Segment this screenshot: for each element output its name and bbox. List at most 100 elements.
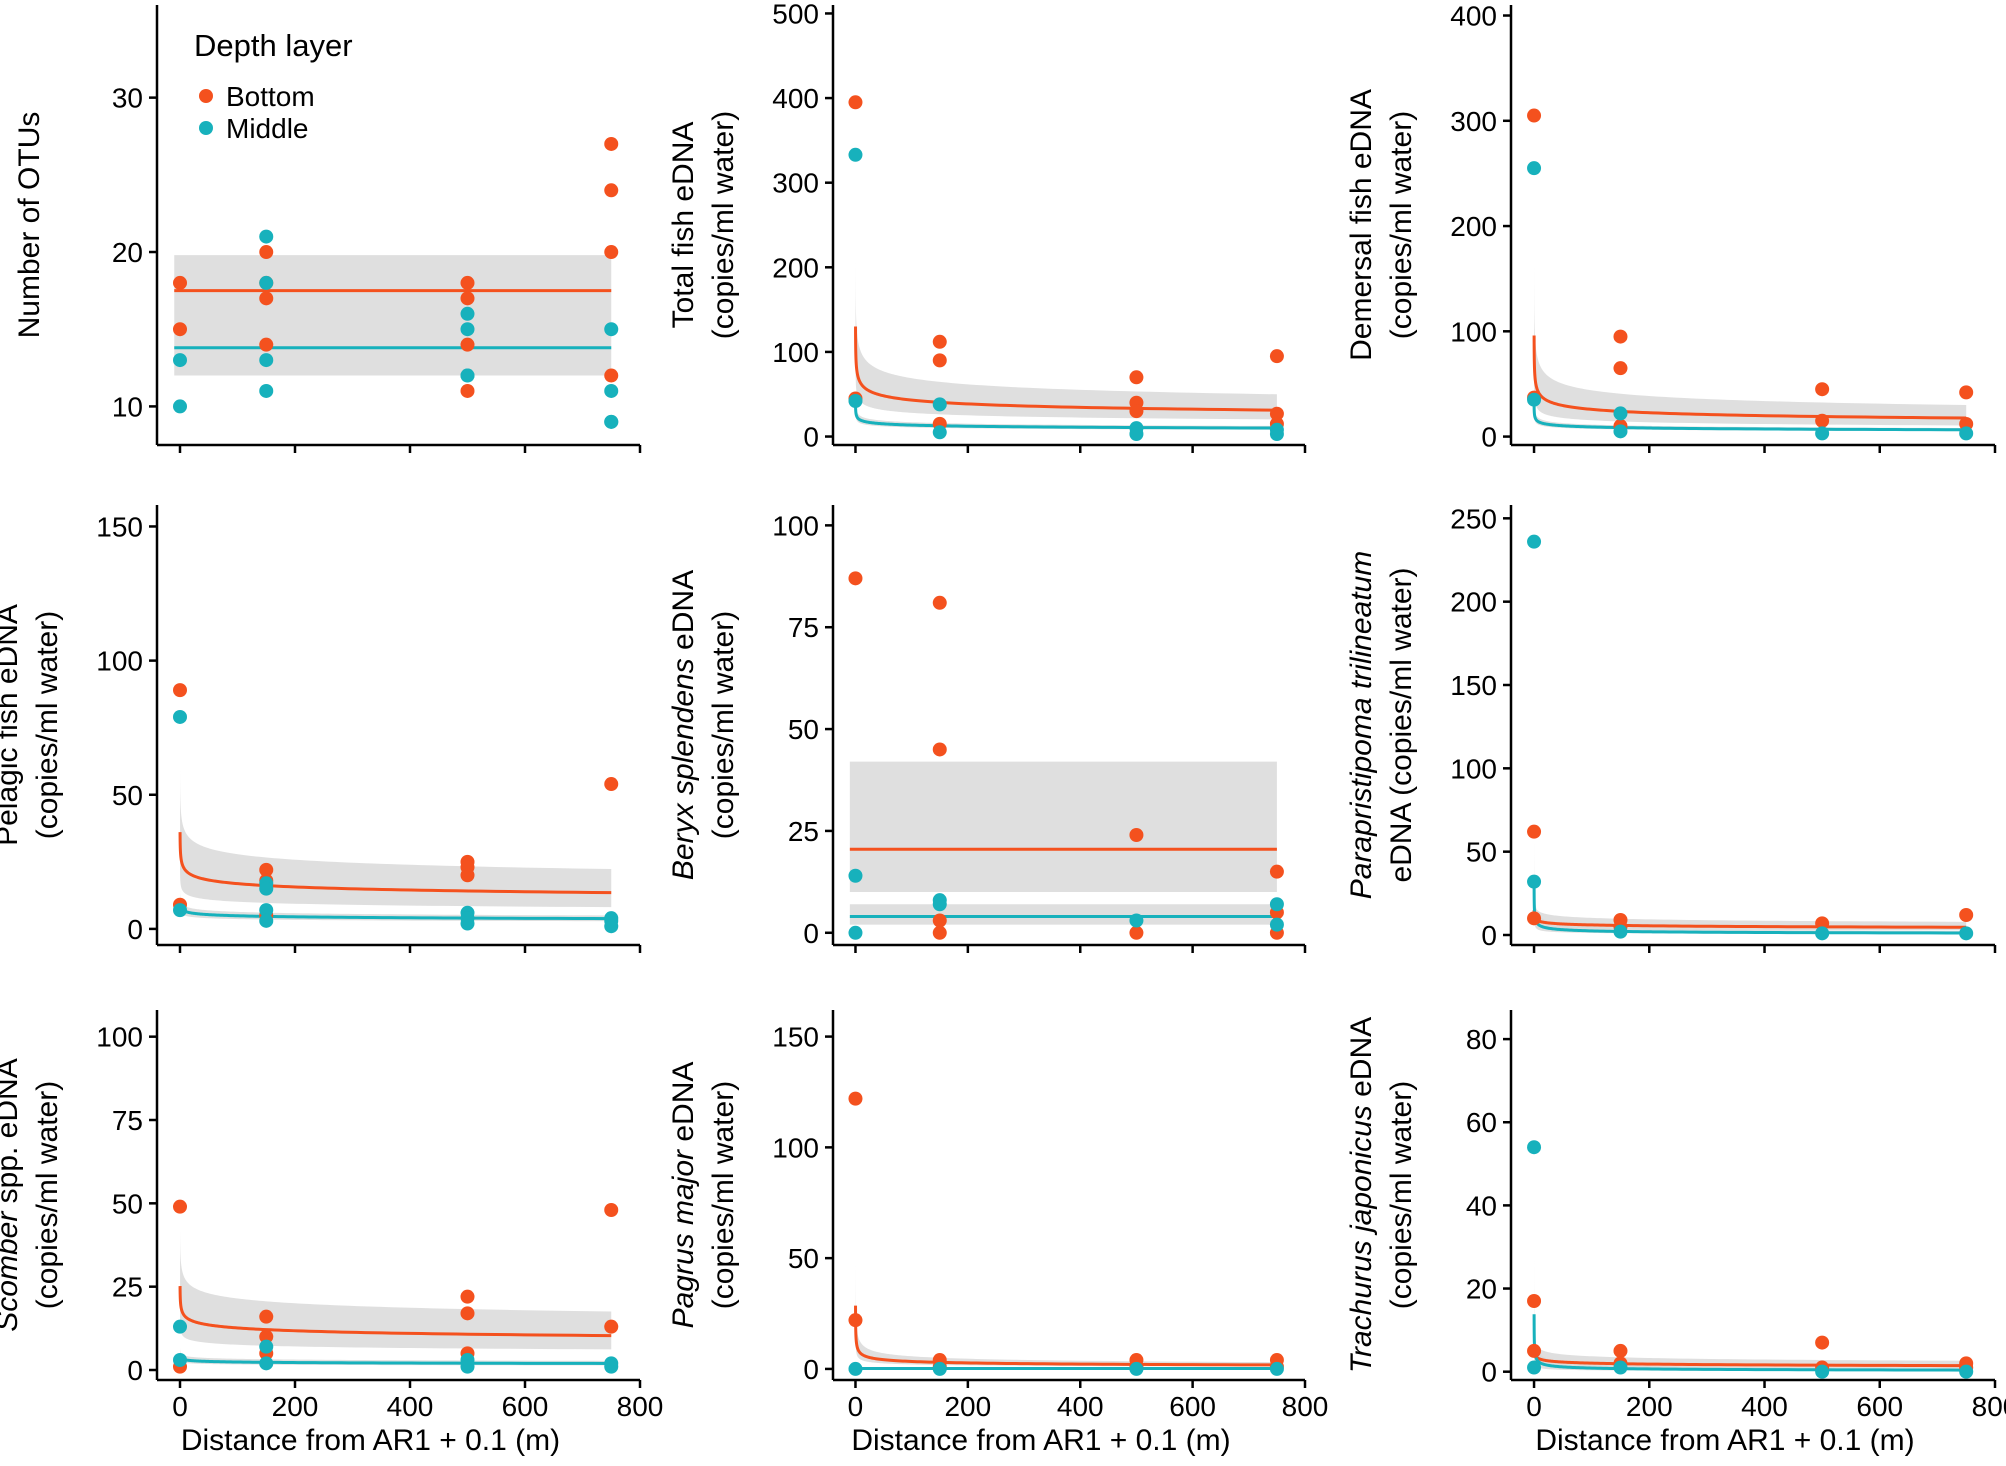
y-tick-label: 50 bbox=[788, 1243, 819, 1274]
legend-middle-label: Middle bbox=[226, 113, 308, 144]
panel-7: 0 25 50 75 100 0 200 400 600 800 Distance from AR1… bbox=[0, 1010, 663, 1457]
plot-area bbox=[848, 571, 1284, 940]
fit-line-middle bbox=[178, 1353, 612, 1365]
plot-area bbox=[173, 683, 619, 934]
data-point-bottom bbox=[460, 383, 475, 398]
data-point-bottom bbox=[932, 334, 947, 349]
y-axis-label-part: (copies/ml water) bbox=[707, 1081, 740, 1309]
y-tick-label: 200 bbox=[772, 252, 819, 283]
y-axis-label: (copies/ml water) bbox=[31, 1081, 64, 1309]
data-point-bottom bbox=[173, 322, 187, 337]
data-point-bottom bbox=[1129, 370, 1144, 385]
data-point-middle bbox=[1613, 924, 1628, 939]
y-axis-label-part: Trachurus japonicus bbox=[1345, 1105, 1378, 1373]
y-axis-label-part: spp. eDNA bbox=[0, 1058, 24, 1211]
data-point-middle bbox=[1527, 1140, 1542, 1155]
ci-band-bottom bbox=[1534, 264, 1967, 426]
y-tick-label: 300 bbox=[772, 168, 819, 199]
data-point-bottom bbox=[259, 862, 274, 877]
data-point-bottom bbox=[1815, 916, 1830, 931]
data-point-bottom bbox=[259, 1329, 274, 1344]
y-axis-label: Parapristipoma trilineatum bbox=[1345, 551, 1378, 899]
y-axis-label-part: Number of OTUs bbox=[13, 112, 46, 339]
y-axis-label: (copies/ml water) bbox=[707, 1081, 740, 1309]
x-tick-label: 200 bbox=[272, 1391, 319, 1422]
plot-area bbox=[1527, 1140, 1974, 1379]
y-axis-label-part: eDNA bbox=[667, 570, 700, 658]
data-point-middle bbox=[259, 353, 274, 368]
data-point-middle bbox=[1269, 427, 1284, 441]
data-point-middle bbox=[1613, 1360, 1628, 1375]
data-point-middle bbox=[173, 903, 187, 918]
fit-line-bottom bbox=[178, 1286, 612, 1338]
data-point-bottom bbox=[460, 868, 475, 883]
x-tick-label: 600 bbox=[502, 1391, 549, 1422]
data-point-middle bbox=[848, 925, 863, 940]
ci-band-middle bbox=[180, 889, 612, 922]
data-point-bottom bbox=[1959, 908, 1974, 922]
data-point-middle bbox=[259, 383, 274, 398]
fit-line-middle bbox=[854, 404, 1277, 430]
y-tick-label: 100 bbox=[96, 1022, 143, 1053]
data-point-bottom bbox=[1269, 349, 1284, 364]
data-point-bottom bbox=[1527, 824, 1542, 839]
data-point-middle bbox=[460, 1359, 475, 1374]
y-axis-label: (copies/ml water) bbox=[1385, 111, 1418, 339]
ci-band-middle bbox=[849, 904, 1277, 925]
y-tick-label: 50 bbox=[112, 1188, 143, 1219]
legend: Depth layer Bottom Middle bbox=[194, 28, 353, 144]
data-point-middle bbox=[932, 425, 947, 440]
y-tick-label: 50 bbox=[788, 714, 819, 745]
data-point-middle bbox=[604, 919, 619, 934]
data-point-bottom bbox=[604, 1203, 619, 1217]
y-axis-label: (copies/ml water) bbox=[707, 111, 740, 339]
data-point-bottom bbox=[848, 1091, 863, 1106]
fit-line-bottom bbox=[854, 1305, 1277, 1367]
y-axis-label-part: (copies/ml water) bbox=[1385, 111, 1418, 339]
data-point-bottom bbox=[1959, 385, 1974, 400]
data-point-bottom bbox=[460, 1289, 475, 1304]
x-tick-label: 600 bbox=[1169, 1391, 1216, 1422]
y-axis-label-part: Demersal fish eDNA bbox=[1345, 89, 1378, 361]
data-point-middle bbox=[173, 353, 187, 368]
data-point-middle bbox=[460, 916, 475, 931]
data-point-middle bbox=[259, 1339, 274, 1354]
y-axis-label-part: Total fish eDNA bbox=[667, 122, 700, 329]
data-point-bottom bbox=[259, 1309, 274, 1324]
x-tick-label: 400 bbox=[1057, 1391, 1104, 1422]
data-point-middle bbox=[1527, 392, 1542, 407]
y-tick-label: 100 bbox=[772, 510, 819, 541]
y-tick-label: 0 bbox=[127, 914, 143, 945]
x-tick-label: 0 bbox=[172, 1391, 188, 1422]
x-tick-label: 0 bbox=[848, 1391, 864, 1422]
ci-band-bottom bbox=[180, 1227, 612, 1350]
y-tick-label: 300 bbox=[1450, 106, 1497, 137]
y-axis-label-part: (copies/ml water) bbox=[707, 111, 740, 339]
y-tick-label: 40 bbox=[1466, 1190, 1497, 1221]
y-axis-label: (copies/ml water) bbox=[707, 611, 740, 839]
y-tick-label: 0 bbox=[1481, 920, 1497, 951]
data-point-bottom bbox=[604, 777, 619, 792]
data-point-middle bbox=[1959, 926, 1974, 941]
panel-5: 0 25 50 75 100 Beryx splendens eDNA (copies/ml… bbox=[667, 505, 1307, 953]
ci-band-bottom bbox=[1534, 1321, 1967, 1369]
data-point-bottom bbox=[932, 913, 947, 928]
panel-6: 0 50 100 150 200 250 Parapristipoma trilineatu… bbox=[1345, 503, 1997, 953]
plot-area bbox=[848, 95, 1284, 441]
data-point-middle bbox=[604, 1359, 619, 1374]
y-tick-label: 100 bbox=[772, 337, 819, 368]
data-point-middle bbox=[1269, 1361, 1284, 1376]
data-point-middle bbox=[460, 306, 475, 321]
data-point-bottom bbox=[1269, 864, 1284, 879]
plot-area bbox=[1527, 534, 1974, 941]
y-axis-label-part: (copies/ml water) bbox=[707, 611, 740, 839]
data-point-bottom bbox=[1613, 1343, 1628, 1358]
fit-line-bottom bbox=[178, 832, 612, 895]
data-point-bottom bbox=[1815, 382, 1830, 397]
data-point-middle bbox=[1959, 1364, 1974, 1379]
x-tick-label: 800 bbox=[1282, 1391, 1329, 1422]
y-tick-label: 0 bbox=[1481, 1357, 1497, 1388]
data-point-middle bbox=[259, 881, 274, 896]
y-axis-label-part: Pelagic fish eDNA bbox=[0, 604, 24, 846]
